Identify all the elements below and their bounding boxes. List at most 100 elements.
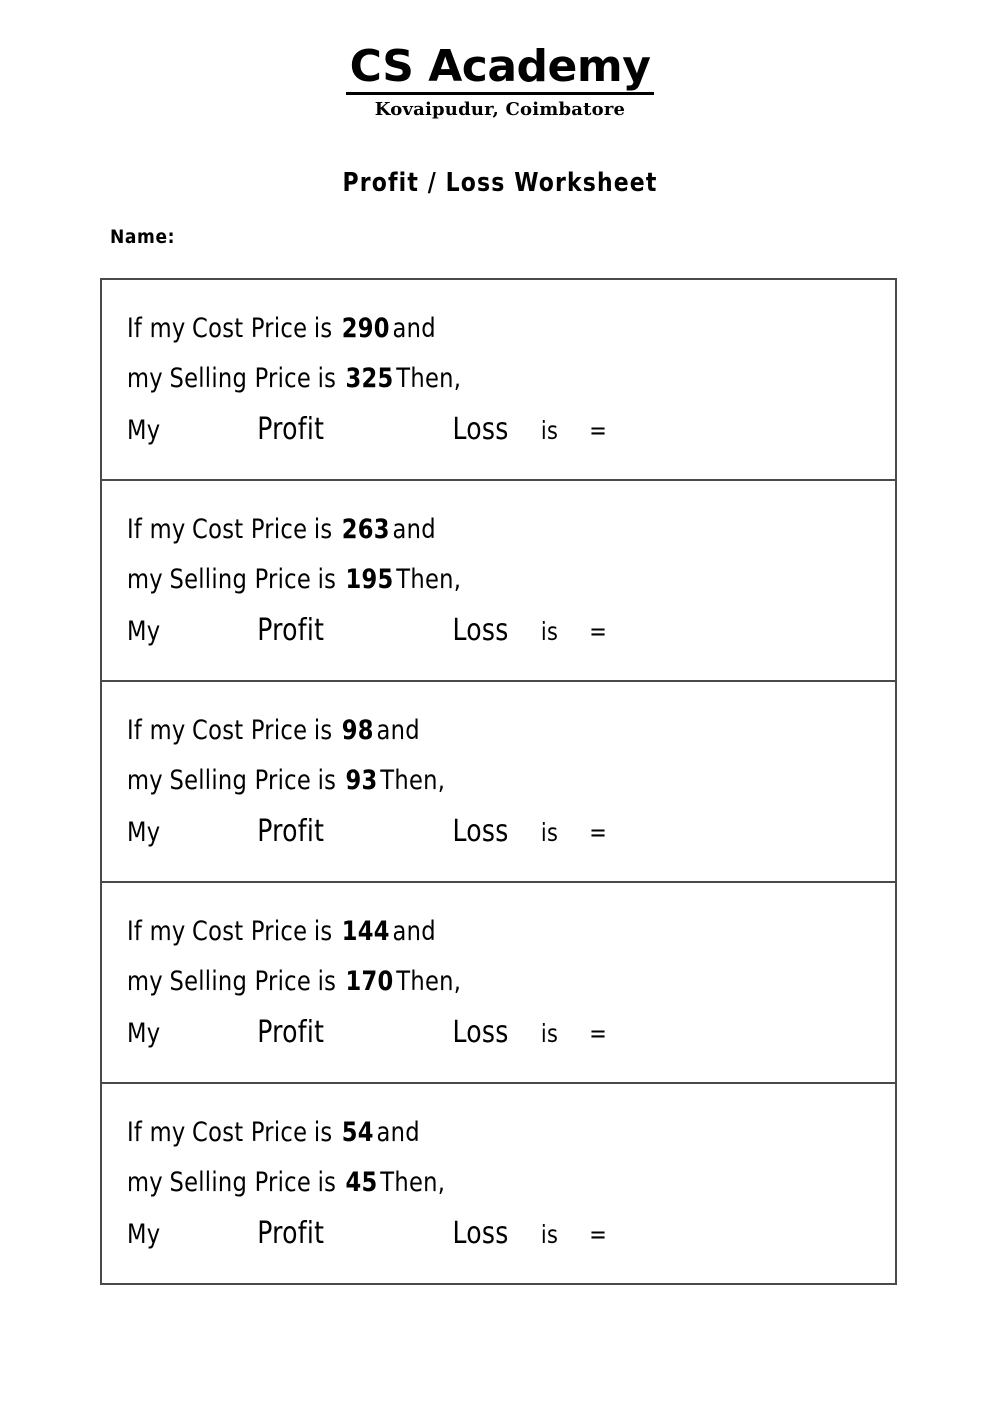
cost-price-value: 54 [341,1117,374,1148]
text-if-my: If my [127,916,186,947]
text-my-cap: My [127,1219,161,1250]
text-my-cap: My [127,817,161,848]
selling-price-value: 325 [345,363,394,394]
option-profit[interactable]: Profit [257,814,325,849]
text-cost-price: Cost Price [192,313,308,344]
question-line-selling: my Selling Price is 170 Then, [127,957,841,1007]
selling-price-value: 93 [345,765,378,796]
text-my-cap: My [127,616,161,647]
cost-price-value: 263 [341,514,390,545]
text-my: my [127,564,163,595]
text-cost-price: Cost Price [192,715,308,746]
text-if-my: If my [127,715,186,746]
text-then: Then, [396,966,462,997]
text-selling-price: Selling Price [169,363,312,394]
question-row: If my Cost Price is 290 and my Selling Price i… [102,280,895,481]
question-line-cost: If my Cost Price is 54 and [127,1108,841,1158]
option-loss[interactable]: Loss [452,1015,509,1050]
text-equals: = [589,818,608,847]
question-list: If my Cost Price is 290 and my Selling Price i… [100,278,897,1285]
question-row: If my Cost Price is 54 and my Selling Price is… [102,1084,895,1285]
text-equals: = [589,1019,608,1048]
text-equals: = [589,617,608,646]
text-is: is [313,715,333,746]
text-and: and [392,313,436,344]
question-row: If my Cost Price is 144 and my Selling Price i… [102,883,895,1084]
text-is: is [317,966,337,997]
answer-line: My Profit Loss is = [127,404,841,457]
text-then: Then, [396,564,462,595]
option-profit[interactable]: Profit [257,1216,325,1251]
school-location: Kovaipudur, Coimbatore [374,99,626,121]
text-then: Then, [396,363,462,394]
text-is: is [317,765,337,796]
text-equals: = [589,416,608,445]
text-cost-price: Cost Price [192,916,308,947]
answer-line: My Profit Loss is = [127,1208,841,1261]
question-row: If my Cost Price is 263 and my Selling Price i… [102,481,895,682]
text-is: is [313,1117,333,1148]
text-then: Then, [380,765,446,796]
text-selling-price: Selling Price [169,1167,312,1198]
text-equals: = [589,1220,608,1249]
answer-line: My Profit Loss is = [127,1007,841,1060]
cost-price-value: 144 [341,916,390,947]
text-is: is [313,916,333,947]
text-selling-price: Selling Price [169,765,312,796]
question-line-cost: If my Cost Price is 263 and [127,505,841,555]
question-row: If my Cost Price is 98 and my Selling Price is… [102,682,895,883]
text-my-cap: My [127,1018,161,1049]
text-is-small: is [540,617,559,646]
text-and: and [392,916,436,947]
letterhead: CS Academy Kovaipudur, Coimbatore [0,43,1000,121]
text-if-my: If my [127,313,186,344]
option-profit[interactable]: Profit [257,613,325,648]
text-if-my: If my [127,1117,186,1148]
text-and: and [392,514,436,545]
text-is: is [317,363,337,394]
text-cost-price: Cost Price [192,1117,308,1148]
selling-price-value: 45 [345,1167,378,1198]
option-profit[interactable]: Profit [257,1015,325,1050]
text-selling-price: Selling Price [169,564,312,595]
selling-price-value: 195 [345,564,394,595]
text-is: is [313,514,333,545]
text-is-small: is [540,416,559,445]
answer-line: My Profit Loss is = [127,806,841,859]
cost-price-value: 290 [341,313,390,344]
question-line-selling: my Selling Price is 45 Then, [127,1158,841,1208]
page-title: Profit / Loss Worksheet [342,168,658,198]
text-then: Then, [380,1167,446,1198]
text-is: is [313,313,333,344]
text-and: and [376,715,420,746]
option-loss[interactable]: Loss [452,814,509,849]
text-my: my [127,1167,163,1198]
question-line-selling: my Selling Price is 93 Then, [127,756,841,806]
name-label: Name: [110,226,176,248]
option-loss[interactable]: Loss [452,412,509,447]
text-is-small: is [540,1220,559,1249]
text-selling-price: Selling Price [169,966,312,997]
answer-line: My Profit Loss is = [127,605,841,658]
text-and: and [376,1117,420,1148]
text-is-small: is [540,1019,559,1048]
option-profit[interactable]: Profit [257,412,325,447]
question-line-cost: If my Cost Price is 290 and [127,304,841,354]
text-cost-price: Cost Price [192,514,308,545]
text-is-small: is [540,818,559,847]
cost-price-value: 98 [341,715,374,746]
option-loss[interactable]: Loss [452,1216,509,1251]
text-my: my [127,765,163,796]
selling-price-value: 170 [345,966,394,997]
text-my: my [127,966,163,997]
question-line-selling: my Selling Price is 325 Then, [127,354,841,404]
school-name: CS Academy [345,43,655,96]
option-loss[interactable]: Loss [452,613,509,648]
text-my-cap: My [127,415,161,446]
text-is: is [317,564,337,595]
question-line-cost: If my Cost Price is 144 and [127,907,841,957]
text-my: my [127,363,163,394]
text-is: is [317,1167,337,1198]
question-line-cost: If my Cost Price is 98 and [127,706,841,756]
text-if-my: If my [127,514,186,545]
